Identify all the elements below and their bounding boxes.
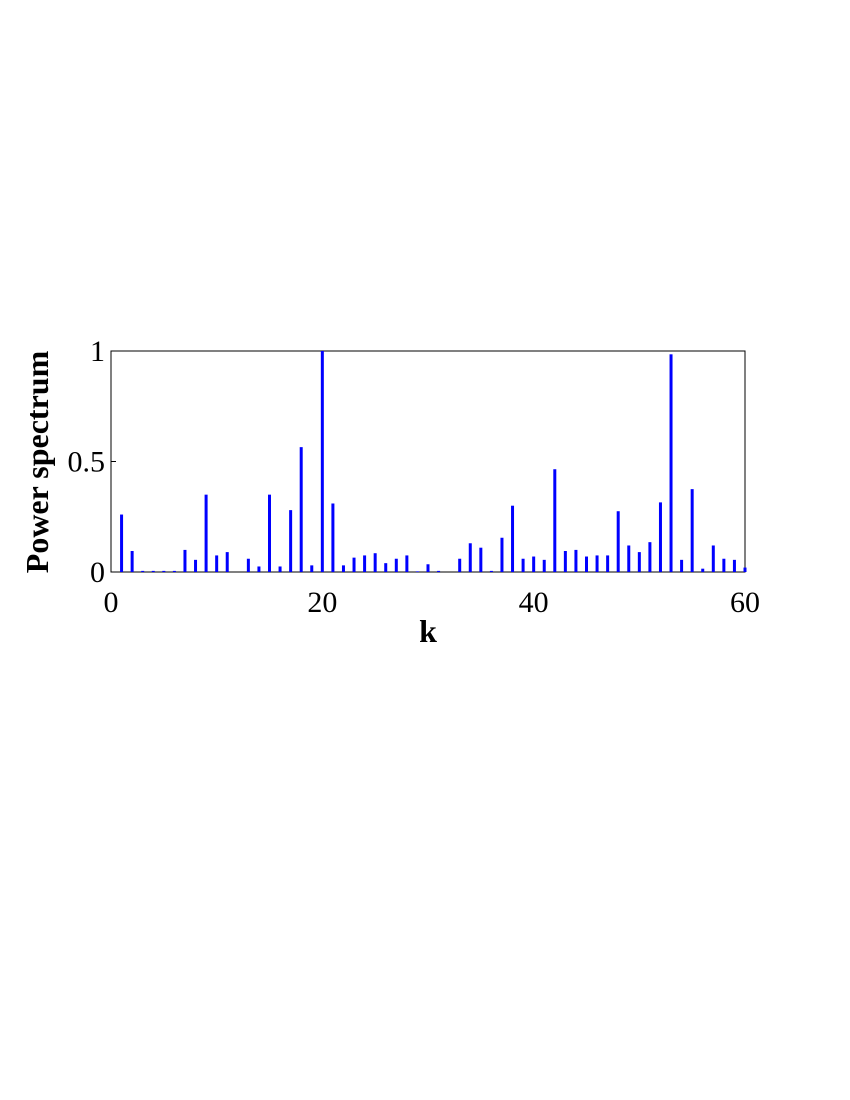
bar: [204, 494, 208, 572]
bar: [268, 494, 271, 572]
bar: [511, 505, 515, 572]
y-tick-label: 1: [90, 335, 105, 368]
bar: [162, 570, 166, 572]
bar: [384, 563, 388, 572]
bar: [194, 559, 198, 572]
bar: [690, 489, 694, 572]
bar: [606, 555, 610, 572]
bar: [637, 552, 641, 572]
bar: [120, 514, 124, 572]
bar: [320, 351, 324, 572]
y-tick-label: 0: [90, 556, 105, 589]
bar: [363, 555, 367, 572]
bar: [215, 555, 219, 572]
bar: [743, 567, 747, 572]
bar: [415, 571, 419, 572]
bar: [585, 556, 588, 572]
bar: [141, 570, 145, 572]
y-axis-label: Power spectrum: [19, 350, 55, 573]
bar: [394, 558, 398, 572]
bar: [542, 559, 546, 572]
bar: [479, 547, 483, 572]
y-tick-label: 0.5: [68, 446, 106, 479]
bar: [563, 551, 567, 572]
bar: [680, 559, 684, 572]
bar: [616, 511, 620, 572]
bar: [732, 559, 736, 572]
x-axis-label: k: [419, 613, 437, 649]
bar: [426, 564, 430, 572]
bar: [500, 537, 504, 572]
bar: [658, 502, 662, 572]
bar: [130, 551, 134, 572]
bar: [151, 570, 155, 572]
bar: [711, 545, 715, 572]
bar: [373, 553, 377, 572]
bar: [627, 545, 631, 572]
bar: [172, 570, 176, 572]
x-tick-label: 60: [730, 586, 760, 619]
bar: [489, 570, 493, 572]
bar: [257, 566, 261, 572]
bar: [722, 558, 726, 572]
bar: [437, 570, 441, 572]
bar: [532, 556, 536, 572]
bar: [458, 558, 462, 572]
bar: [553, 469, 557, 572]
bar: [648, 542, 652, 572]
bar: [289, 510, 293, 572]
bar: [246, 558, 250, 572]
bar: [669, 354, 673, 572]
bar: [405, 555, 409, 572]
bar: [468, 543, 472, 572]
bar: [352, 557, 356, 572]
x-tick-label: 0: [104, 586, 119, 619]
x-tick-label: 40: [519, 586, 549, 619]
bar: [701, 568, 705, 572]
bar: [310, 565, 314, 572]
bar: [595, 555, 599, 572]
bar: [299, 447, 303, 572]
bar: [521, 558, 525, 572]
bar: [225, 552, 229, 572]
x-tick-label: 20: [307, 586, 337, 619]
bar: [183, 549, 187, 572]
bar: [331, 503, 335, 572]
bar: [341, 565, 345, 572]
bar: [574, 549, 578, 572]
bar: [278, 566, 282, 572]
